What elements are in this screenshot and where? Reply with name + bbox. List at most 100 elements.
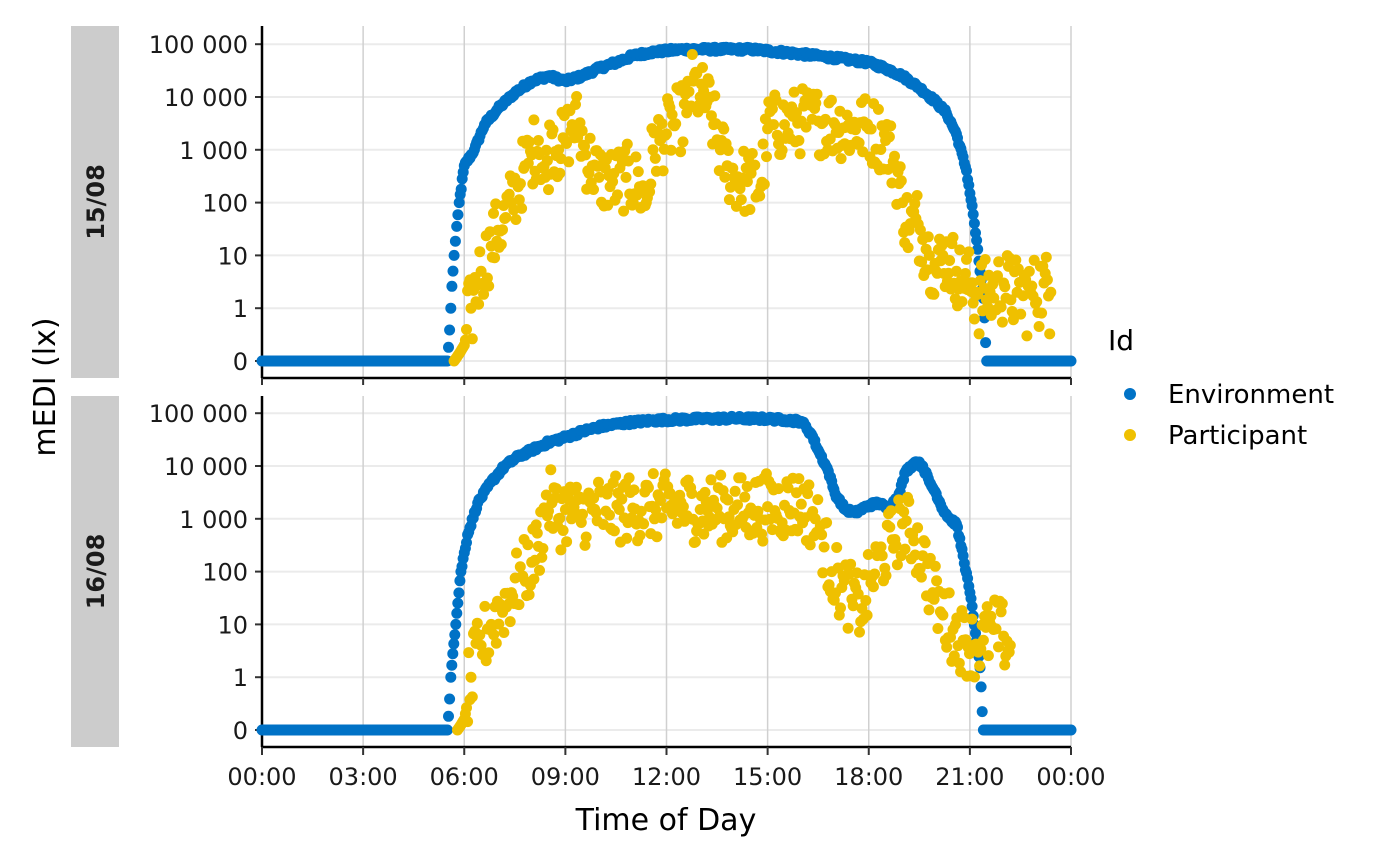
data-point xyxy=(875,144,887,155)
data-point xyxy=(498,627,510,638)
data-point xyxy=(593,476,604,488)
data-point xyxy=(880,570,892,582)
y-tick-label: 10 xyxy=(217,242,248,270)
data-point xyxy=(804,539,816,551)
data-point xyxy=(1045,286,1057,298)
data-point xyxy=(982,650,994,662)
data-point xyxy=(972,243,984,255)
data-point xyxy=(968,217,980,229)
data-point xyxy=(612,189,623,201)
data-point xyxy=(530,519,542,531)
data-point xyxy=(900,515,912,527)
data-point xyxy=(698,528,710,540)
data-point xyxy=(735,194,747,206)
data-point xyxy=(489,252,501,264)
series-participant xyxy=(448,49,1057,367)
data-point xyxy=(973,328,985,340)
data-point xyxy=(1031,296,1043,308)
data-point xyxy=(454,575,466,587)
data-point xyxy=(741,481,753,492)
legend-label-environment: Environment xyxy=(1168,380,1334,410)
data-point xyxy=(455,183,467,195)
data-point xyxy=(923,249,935,261)
data-point xyxy=(473,298,485,310)
y-tick-label: 100 xyxy=(202,559,248,587)
data-point xyxy=(919,537,931,549)
data-point xyxy=(969,671,980,683)
data-point xyxy=(453,197,465,209)
data-point xyxy=(1006,306,1018,317)
data-point xyxy=(788,86,800,98)
data-point xyxy=(531,527,543,539)
data-point xyxy=(761,151,772,163)
data-point xyxy=(782,482,794,494)
data-point xyxy=(729,485,741,497)
data-point xyxy=(483,280,495,292)
data-point xyxy=(563,156,575,168)
data-point xyxy=(739,491,751,503)
x-axis-title: Time of Day xyxy=(575,803,757,838)
data-point xyxy=(466,691,478,703)
data-point xyxy=(975,643,987,655)
data-point xyxy=(514,178,526,190)
data-point xyxy=(593,171,605,183)
data-point xyxy=(963,246,975,258)
data-point xyxy=(474,629,486,641)
facet-strip-label: 15/08 xyxy=(82,164,110,240)
data-point xyxy=(635,505,647,517)
data-point xyxy=(922,231,934,243)
data-point xyxy=(642,482,654,494)
data-point xyxy=(869,568,881,580)
legend-label-participant: Participant xyxy=(1168,421,1307,451)
data-point xyxy=(845,558,857,570)
data-point xyxy=(452,597,464,609)
data-point xyxy=(975,681,987,693)
data-point xyxy=(474,246,486,258)
data-point xyxy=(448,638,460,650)
data-point xyxy=(929,560,941,572)
data-point xyxy=(956,296,968,308)
data-point xyxy=(821,517,833,529)
data-point xyxy=(537,543,549,554)
data-point xyxy=(885,505,897,517)
data-point xyxy=(443,341,454,353)
data-point xyxy=(746,148,758,159)
data-point xyxy=(588,184,599,195)
data-point xyxy=(541,155,553,167)
data-point xyxy=(656,512,668,524)
data-point xyxy=(872,103,884,115)
data-point xyxy=(580,531,592,543)
y-tick-label: 100 xyxy=(202,190,248,218)
data-point xyxy=(1005,294,1017,306)
data-point xyxy=(645,178,657,190)
data-point xyxy=(618,205,630,217)
data-point xyxy=(623,472,635,484)
y-axis-title: mEDI (lx) xyxy=(28,317,63,456)
data-point xyxy=(718,123,730,135)
data-point xyxy=(466,333,478,345)
data-point xyxy=(967,208,979,220)
data-point xyxy=(947,231,959,243)
data-point xyxy=(1041,274,1053,286)
data-point xyxy=(670,118,682,130)
data-point xyxy=(462,716,474,728)
data-point xyxy=(655,495,666,506)
data-point xyxy=(914,224,926,236)
data-point xyxy=(453,587,465,599)
data-point xyxy=(853,137,865,149)
y-tick-label: 10 000 xyxy=(164,84,248,112)
data-point xyxy=(516,202,528,214)
data-point xyxy=(835,153,847,165)
data-point xyxy=(1023,265,1035,277)
data-point xyxy=(916,256,928,268)
x-tick-label: 15:00 xyxy=(733,763,802,791)
data-point xyxy=(513,599,525,611)
data-point xyxy=(974,660,986,672)
data-point xyxy=(540,489,552,501)
data-point xyxy=(497,224,508,236)
data-point xyxy=(514,561,526,573)
data-point xyxy=(901,192,913,203)
data-point xyxy=(545,464,557,476)
data-point xyxy=(818,541,830,553)
